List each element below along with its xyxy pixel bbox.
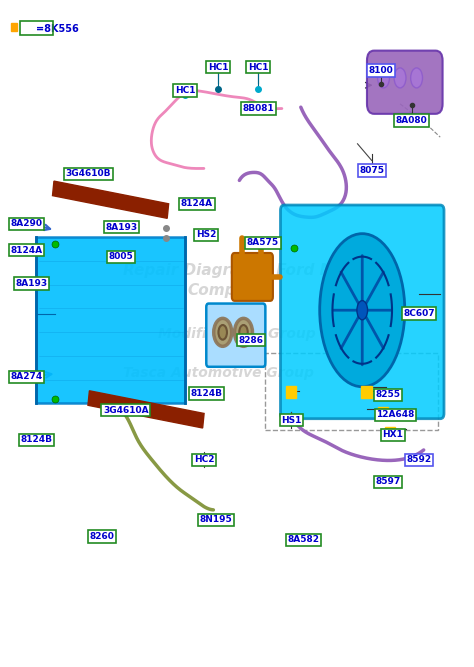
Text: 12A648: 12A648: [376, 410, 414, 419]
Ellipse shape: [319, 233, 405, 387]
Text: 8124B: 8124B: [190, 389, 222, 398]
Text: HS1: HS1: [281, 416, 301, 424]
Text: 8A575: 8A575: [247, 239, 279, 247]
Text: 8124A: 8124A: [10, 246, 43, 255]
Text: 8A193: 8A193: [105, 223, 137, 231]
Text: 8005: 8005: [109, 252, 134, 261]
Text: Repair Diagrams, Ford Motor: Repair Diagrams, Ford Motor: [123, 263, 370, 277]
Text: 8A582: 8A582: [287, 536, 319, 544]
Bar: [11, 23, 17, 31]
Text: 8255: 8255: [376, 390, 401, 400]
Text: Tasca Automotive Group: Tasca Automotive Group: [123, 366, 313, 380]
Text: 8075: 8075: [359, 166, 384, 175]
Text: 3G4610A: 3G4610A: [103, 406, 149, 415]
Text: 8100: 8100: [369, 66, 393, 75]
FancyBboxPatch shape: [281, 205, 444, 419]
FancyArrowPatch shape: [341, 313, 361, 348]
FancyArrowPatch shape: [364, 313, 383, 348]
Text: HS2: HS2: [196, 231, 217, 239]
Polygon shape: [53, 181, 169, 218]
Ellipse shape: [239, 325, 248, 340]
Bar: [265, 354, 438, 430]
Text: Company: Company: [188, 283, 267, 297]
Text: 8286: 8286: [239, 336, 264, 345]
Text: Modifications Group: Modifications Group: [158, 327, 316, 340]
Ellipse shape: [394, 68, 406, 88]
Text: 8N195: 8N195: [200, 516, 232, 524]
Text: HX1: HX1: [383, 430, 403, 439]
FancyBboxPatch shape: [206, 303, 265, 367]
Text: 8A080: 8A080: [396, 116, 428, 125]
Bar: [385, 427, 395, 439]
FancyBboxPatch shape: [367, 51, 443, 114]
Text: 8A274: 8A274: [10, 372, 43, 382]
Bar: [286, 386, 296, 398]
Text: 3G4610B: 3G4610B: [65, 169, 111, 178]
Text: 8A290: 8A290: [11, 219, 43, 228]
Text: 8597: 8597: [375, 478, 401, 486]
Text: 8124B: 8124B: [20, 436, 52, 444]
FancyArrowPatch shape: [341, 272, 361, 307]
Bar: [378, 407, 388, 419]
Polygon shape: [88, 391, 204, 428]
Text: HC1: HC1: [248, 63, 268, 72]
Ellipse shape: [378, 68, 390, 88]
Text: 8592: 8592: [406, 456, 431, 464]
FancyArrowPatch shape: [364, 272, 383, 307]
Text: =8K556: =8K556: [36, 23, 79, 33]
Bar: [36, 237, 185, 404]
Ellipse shape: [235, 318, 253, 346]
Ellipse shape: [357, 301, 367, 319]
Text: 8C607: 8C607: [403, 309, 435, 318]
Text: HC1: HC1: [208, 63, 228, 72]
Text: HC1: HC1: [175, 86, 195, 95]
Text: HC2: HC2: [194, 456, 214, 464]
Bar: [361, 386, 372, 398]
Text: 8260: 8260: [90, 532, 115, 541]
Ellipse shape: [214, 318, 232, 346]
Text: 8B081: 8B081: [242, 104, 274, 113]
Ellipse shape: [410, 68, 422, 88]
FancyBboxPatch shape: [232, 253, 273, 301]
Text: 8A193: 8A193: [15, 279, 47, 288]
Ellipse shape: [219, 325, 227, 340]
Text: 8124A: 8124A: [181, 199, 213, 208]
